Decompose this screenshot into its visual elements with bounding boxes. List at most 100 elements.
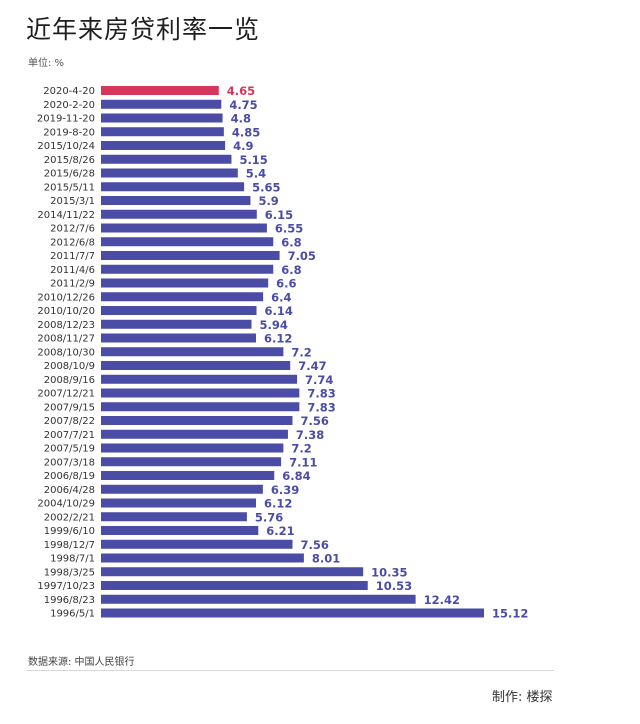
value-label: 6.12 bbox=[264, 332, 292, 346]
bar bbox=[101, 292, 264, 302]
divider bbox=[26, 670, 554, 671]
value-label: 4.8 bbox=[231, 112, 251, 126]
category-label: 2015/6/28 bbox=[44, 169, 95, 180]
value-label: 5.4 bbox=[246, 167, 266, 181]
bar bbox=[101, 608, 484, 618]
bar bbox=[101, 141, 226, 150]
value-label: 7.56 bbox=[300, 538, 328, 552]
category-label: 2002/2/21 bbox=[44, 512, 95, 523]
category-label: 2020-4-20 bbox=[43, 86, 95, 97]
category-label: 2007/7/21 bbox=[44, 430, 95, 441]
bar bbox=[101, 567, 364, 577]
bar bbox=[101, 182, 245, 192]
value-label: 6.15 bbox=[265, 208, 293, 222]
bar bbox=[101, 539, 293, 549]
value-label: 4.85 bbox=[232, 125, 260, 139]
category-label: 1998/7/1 bbox=[50, 554, 95, 565]
value-label: 7.83 bbox=[307, 400, 335, 414]
category-label: 2015/5/11 bbox=[44, 182, 95, 193]
category-label: 2008/10/30 bbox=[37, 347, 95, 358]
value-label: 6.8 bbox=[281, 235, 301, 249]
bar-chart: 2020-4-20 4.65 2020-2-20 4.75 2019-11-20 4.8 2… bbox=[37, 84, 529, 621]
value-label: 7.74 bbox=[305, 373, 333, 387]
category-label: 2011/4/6 bbox=[50, 265, 95, 276]
category-label: 2007/3/18 bbox=[44, 457, 95, 468]
value-label: 7.05 bbox=[288, 249, 316, 263]
value-label: 4.65 bbox=[227, 84, 255, 98]
chart-title: 近年来房贷利率一览 bbox=[26, 15, 261, 44]
value-label: 6.39 bbox=[271, 483, 299, 497]
bar bbox=[101, 471, 275, 480]
value-label: 7.2 bbox=[291, 442, 311, 456]
bar bbox=[101, 526, 259, 535]
category-label: 1997/10/23 bbox=[37, 581, 95, 592]
value-label: 5.94 bbox=[259, 318, 287, 332]
bar bbox=[101, 581, 368, 590]
bar bbox=[101, 237, 274, 247]
category-label: 1996/8/23 bbox=[44, 595, 95, 606]
category-label: 1996/5/1 bbox=[50, 609, 95, 620]
data-source: 数据来源: 中国人民银行 bbox=[28, 657, 135, 668]
value-label: 8.01 bbox=[312, 552, 340, 566]
bar bbox=[101, 209, 257, 219]
value-label: 6.4 bbox=[271, 290, 291, 304]
category-label: 2006/8/19 bbox=[44, 471, 95, 482]
value-label: 12.42 bbox=[424, 593, 460, 607]
category-label: 2008/11/27 bbox=[37, 334, 95, 345]
bar bbox=[101, 429, 288, 439]
category-label: 2012/7/6 bbox=[50, 224, 95, 235]
bar bbox=[101, 251, 280, 260]
value-label: 10.35 bbox=[371, 565, 407, 579]
value-label: 5.76 bbox=[255, 510, 283, 524]
value-label: 6.84 bbox=[282, 469, 310, 483]
bar bbox=[101, 278, 269, 288]
bar bbox=[101, 306, 257, 315]
category-label: 1999/6/10 bbox=[44, 526, 95, 537]
category-label: 2010/12/26 bbox=[37, 292, 95, 303]
bar-highlight bbox=[101, 86, 219, 95]
category-label: 2004/10/29 bbox=[37, 499, 95, 510]
bar bbox=[101, 388, 300, 398]
bar bbox=[101, 594, 416, 604]
value-label: 10.53 bbox=[376, 579, 412, 593]
category-label: 2015/10/24 bbox=[37, 141, 95, 152]
value-label: 5.65 bbox=[252, 180, 280, 194]
value-label: 6.8 bbox=[281, 263, 301, 277]
category-label: 2007/5/19 bbox=[44, 444, 95, 455]
category-label: 2008/9/16 bbox=[44, 375, 95, 386]
category-label: 1998/12/7 bbox=[44, 540, 95, 551]
value-label: 5.15 bbox=[239, 153, 267, 167]
bar bbox=[101, 402, 300, 412]
value-label: 7.47 bbox=[298, 359, 326, 373]
value-label: 7.83 bbox=[307, 387, 335, 401]
value-label: 5.9 bbox=[258, 194, 278, 208]
category-label: 2011/2/9 bbox=[50, 279, 95, 290]
category-label: 2010/10/20 bbox=[37, 306, 95, 317]
bar bbox=[101, 347, 284, 357]
value-label: 6.55 bbox=[275, 222, 303, 236]
value-label: 15.12 bbox=[492, 607, 528, 621]
value-label: 6.14 bbox=[265, 304, 293, 318]
value-label: 4.75 bbox=[229, 98, 257, 112]
author-credit: 制作: 楼探 bbox=[492, 690, 553, 705]
category-label: 2014/11/22 bbox=[37, 210, 95, 221]
bar bbox=[101, 154, 232, 164]
bar bbox=[101, 374, 298, 384]
value-label: 7.2 bbox=[291, 345, 311, 359]
category-label: 2007/8/22 bbox=[44, 416, 95, 427]
category-label: 2012/6/8 bbox=[50, 237, 95, 248]
bar bbox=[101, 498, 257, 508]
bar bbox=[101, 361, 291, 370]
bar bbox=[101, 264, 274, 274]
bar bbox=[101, 333, 257, 343]
category-label: 2019-11-20 bbox=[37, 114, 95, 125]
unit-label: 单位: % bbox=[28, 58, 65, 69]
category-label: 2008/12/23 bbox=[37, 320, 95, 331]
category-label: 2015/8/26 bbox=[44, 155, 95, 166]
bar bbox=[101, 443, 284, 453]
category-label: 2019-8-20 bbox=[43, 127, 95, 138]
value-label: 7.11 bbox=[289, 455, 317, 469]
category-label: 2015/3/1 bbox=[50, 196, 95, 207]
bar bbox=[101, 168, 238, 178]
bar bbox=[101, 416, 293, 425]
